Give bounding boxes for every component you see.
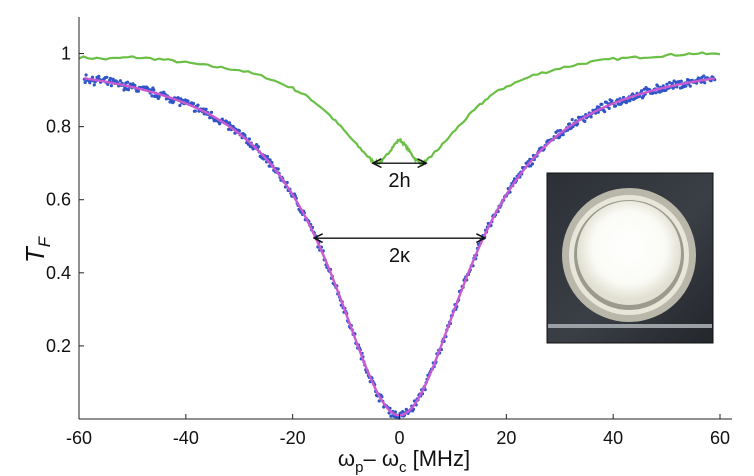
- data-point: [172, 99, 176, 104]
- data-point: [265, 154, 269, 159]
- data-point: [570, 118, 574, 122]
- data-point: [603, 110, 607, 114]
- data-point: [631, 92, 635, 96]
- data-point: [401, 410, 405, 414]
- data-point: [256, 145, 260, 149]
- data-point: [191, 101, 196, 106]
- data-point: [243, 133, 247, 137]
- data-point: [111, 77, 115, 81]
- data-point: [209, 110, 214, 114]
- data-point: [90, 75, 95, 79]
- data-point: [703, 81, 707, 85]
- y-axis-label: TF: [20, 235, 54, 263]
- x-label-unit: [MHz]: [407, 446, 471, 471]
- transmission-trace-upper: [78, 51, 721, 166]
- width-annotations: 2h 2κ: [314, 163, 485, 267]
- data-point: [118, 79, 122, 83]
- data-point: [186, 99, 190, 103]
- data-point: [530, 162, 535, 166]
- data-point: [109, 84, 113, 88]
- x-ticks: -60 -40 -20 0 20 40 60: [66, 414, 730, 448]
- data-point: [589, 115, 593, 119]
- upper-trace-line: [78, 51, 721, 166]
- data-point: [84, 73, 88, 77]
- data-point: [668, 81, 672, 85]
- data-point: [625, 99, 629, 103]
- y-axis-label-main: T: [20, 245, 50, 263]
- x-tick-label: 60: [710, 428, 730, 448]
- data-point: [126, 80, 130, 84]
- data-point: [97, 74, 101, 78]
- plot-axes: [78, 17, 732, 420]
- x-label-sub-c: c: [399, 459, 407, 476]
- data-point: [665, 82, 669, 86]
- data-point: [684, 84, 688, 88]
- data-point: [193, 109, 197, 113]
- data-point: [204, 107, 208, 111]
- x-tick-label: 0: [394, 428, 404, 448]
- y-tick-label: 0.6: [46, 190, 71, 210]
- data-point: [610, 99, 614, 103]
- data-point: [255, 143, 259, 147]
- data-point: [92, 83, 96, 87]
- x-label-omega-1: ω: [338, 446, 355, 471]
- data-point: [178, 103, 182, 108]
- data-point: [558, 135, 562, 139]
- x-label-sub-p: p: [355, 459, 363, 476]
- data-point: [247, 137, 251, 141]
- x-label-minus: –: [363, 446, 381, 471]
- data-point: [136, 89, 140, 93]
- x-tick-label: 40: [603, 428, 623, 448]
- data-point: [237, 129, 241, 133]
- data-point: [556, 129, 560, 133]
- data-point: [561, 133, 565, 137]
- y-tick-label: 1: [61, 44, 71, 64]
- y-tick-label: 0.8: [46, 117, 71, 137]
- x-tick-label: 20: [496, 428, 516, 448]
- data-point: [702, 74, 706, 78]
- x-tick-label: -20: [280, 428, 306, 448]
- x-tick-label: -40: [173, 428, 199, 448]
- data-point: [157, 95, 161, 99]
- data-point: [607, 106, 611, 110]
- data-point: [688, 84, 692, 88]
- data-point: [196, 103, 200, 107]
- annotation-label: 2h: [388, 170, 410, 192]
- data-point: [105, 75, 109, 79]
- y-tick-label: 0.4: [46, 263, 71, 283]
- data-point: [654, 91, 658, 95]
- data-point: [651, 91, 655, 95]
- data-point: [390, 414, 394, 418]
- inset-photo: [546, 172, 714, 344]
- x-tick-label: -60: [66, 428, 92, 448]
- data-point: [126, 88, 131, 92]
- data-point: [600, 102, 604, 106]
- data-point: [152, 88, 156, 92]
- data-point: [620, 101, 624, 105]
- data-point: [641, 94, 646, 98]
- data-point: [227, 121, 232, 125]
- data-point: [670, 81, 674, 86]
- y-ticks: 0.2 0.4 0.6 0.8 1: [46, 44, 84, 356]
- y-tick-label: 0.2: [46, 336, 71, 356]
- data-point: [227, 127, 231, 131]
- data-point: [679, 79, 683, 83]
- inset-bright-center: [577, 201, 681, 305]
- y-axis-label-sub: F: [35, 235, 54, 247]
- data-point: [83, 80, 87, 85]
- inset-baseline: [548, 324, 712, 328]
- data-point: [150, 94, 154, 98]
- data-point: [377, 399, 381, 403]
- data-point: [640, 89, 644, 93]
- data-point: [108, 76, 113, 81]
- annotation-label: 2κ: [389, 245, 411, 267]
- data-point: [613, 104, 618, 108]
- x-axis-label: ωp– ωc [MHz]: [338, 446, 470, 476]
- data-point: [656, 84, 660, 88]
- x-label-omega-2: ω: [382, 446, 399, 471]
- data-point: [583, 119, 587, 123]
- data-point: [276, 167, 280, 171]
